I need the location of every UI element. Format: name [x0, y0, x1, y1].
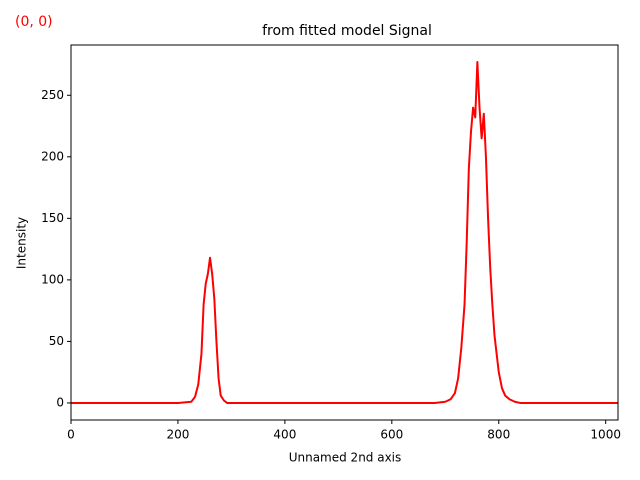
y-tick-label: 100 — [41, 272, 64, 286]
x-tick-label: 600 — [380, 428, 403, 442]
y-tick-label: 150 — [41, 211, 64, 225]
x-tick-label: 200 — [166, 428, 189, 442]
x-axis-label: Unnamed 2nd axis — [289, 451, 402, 465]
x-tick-label: 0 — [67, 428, 75, 442]
x-tick-label: 400 — [273, 428, 296, 442]
y-tick-label: 250 — [41, 88, 64, 102]
y-tick-label: 200 — [41, 149, 64, 163]
axes-frame — [70, 44, 619, 421]
x-tick-label: 800 — [487, 428, 510, 442]
data-line — [71, 61, 618, 404]
x-tick-label: 1000 — [590, 428, 621, 442]
y-tick-label: 50 — [49, 334, 64, 348]
chart-title: from fitted model Signal — [262, 23, 432, 39]
y-tick-label: 0 — [56, 395, 64, 409]
y-axis-label: Intensity — [15, 217, 29, 269]
annotation: (0, 0) — [15, 14, 53, 30]
